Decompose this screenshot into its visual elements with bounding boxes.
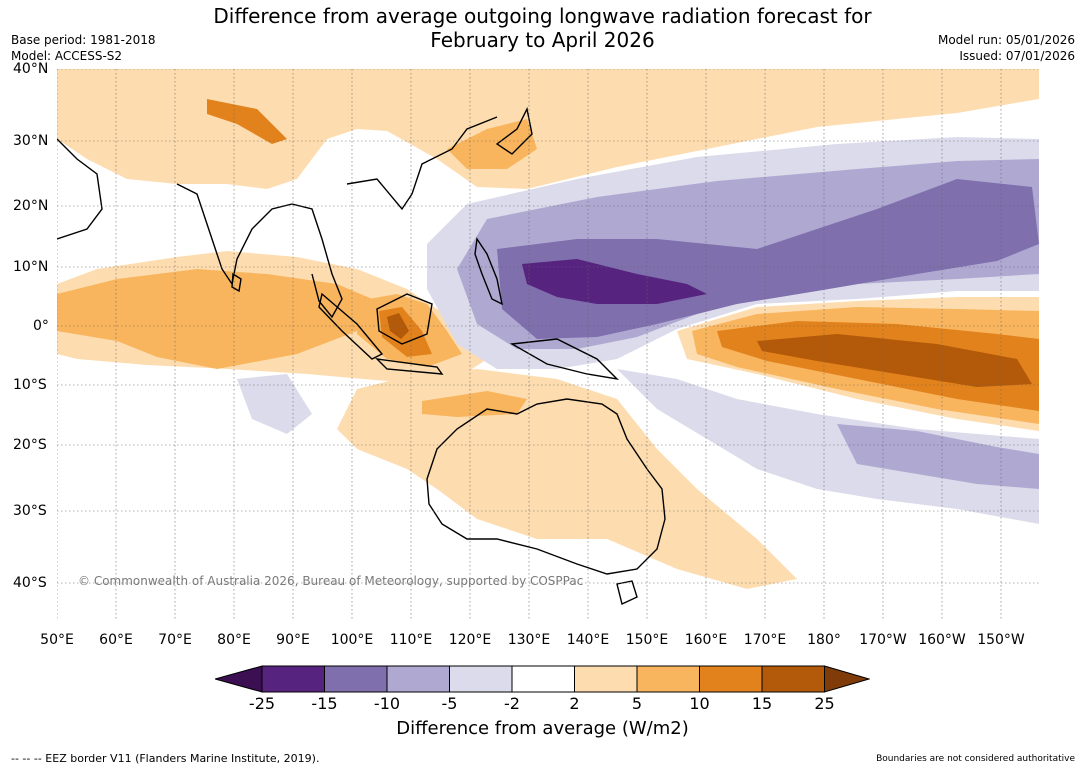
colorbar-tick: 5: [631, 694, 643, 713]
coastlines: [57, 106, 666, 605]
new-guinea-coast: [509, 338, 620, 381]
model-name: Model: ACCESS-S2: [11, 49, 123, 63]
lat-label-10s: 10°S: [13, 377, 47, 393]
lon-label-140e: 140°E: [566, 632, 610, 648]
north-band-light: [57, 69, 1039, 189]
colorbar-tick: 25: [814, 694, 835, 713]
lat-label-40s: 40°S: [13, 575, 47, 591]
colorbar-bin-7: [636, 665, 700, 693]
lat-label-40n: 40°N: [13, 61, 49, 77]
copyright-note: © Commonwealth of Australia 2026, Bureau…: [78, 574, 584, 588]
colorbar-bin-6: [574, 665, 638, 693]
java-coast: [375, 358, 444, 375]
colorbar-tick: -2: [504, 694, 520, 713]
colorbar-tick: 10: [689, 694, 710, 713]
colorbar-bin-9: [761, 665, 825, 693]
model-run: Model run: 05/01/2026: [937, 33, 1075, 47]
positive-anomaly-layer: [57, 69, 1039, 589]
lon-label-80e: 80°E: [217, 632, 251, 648]
lon-label-150w: 150°W: [977, 632, 1025, 648]
sumatra-coast: [318, 292, 384, 360]
colorbar-low-extension: [215, 665, 263, 693]
australia-light: [337, 369, 797, 589]
lon-label-70e: 70°E: [158, 632, 192, 648]
meta-left: Base period: 1981-2018 Model: ACCESS-S2: [11, 32, 156, 64]
lat-label-30s: 30°S: [13, 503, 47, 519]
boundaries-note: Boundaries are not considered authoritat…: [876, 754, 1075, 764]
lon-label-160e: 160°E: [684, 632, 728, 648]
indian-ocean-orange: [57, 269, 377, 369]
china-coast: [346, 116, 498, 211]
sri-lanka-coast: [231, 272, 242, 293]
colorbar-tick: -15: [311, 694, 338, 713]
colorbar-high-extension: [824, 665, 870, 693]
colorbar-label: Difference from average (W/m2): [396, 718, 689, 739]
colorbar-bin-1: [261, 665, 325, 693]
colorbar-bin-8: [699, 665, 763, 693]
lon-label-50e: 50°E: [40, 632, 74, 648]
graticule: [57, 69, 1039, 621]
arabia-coast: [57, 138, 103, 240]
pacific-darkest: [757, 334, 1032, 387]
lat-label-10n: 10°N: [13, 259, 49, 275]
se-asia-coast: [291, 203, 343, 319]
colorbar-tick: 15: [751, 694, 773, 713]
colorbar-tick: 2: [569, 694, 580, 713]
lat-label-0: 0°: [33, 318, 49, 334]
lon-label-100e: 100°E: [330, 632, 374, 648]
tibet-dark: [207, 99, 287, 144]
australia-orange: [422, 391, 527, 417]
colorbar-bin-4: [449, 665, 513, 693]
lon-label-160w: 160°W: [918, 632, 966, 648]
map-title: Difference from average outgoing longwav…: [0, 4, 1085, 52]
lon-label-170w: 170°W: [859, 632, 907, 648]
south-pacific-light: [837, 424, 1039, 489]
lon-label-150e: 150°E: [625, 632, 669, 648]
lon-label-180: 180°: [807, 632, 841, 648]
colorbar-bin-5: [511, 665, 575, 693]
colorbar-tick: -5: [441, 694, 458, 713]
lat-label-30n: 30°N: [13, 133, 49, 149]
eez-legend: -- -- -- EEZ border V11 (Flanders Marine…: [11, 752, 320, 765]
japan-coast: [495, 106, 533, 155]
lon-label-60e: 60°E: [99, 632, 133, 648]
colorbar-bin-3: [386, 665, 450, 693]
negative-anomaly-layer: [237, 137, 1039, 524]
borneo-coast: [376, 293, 433, 345]
colorbar-tick: -10: [373, 694, 401, 713]
lon-label-90e: 90°E: [276, 632, 310, 648]
colorbar: [215, 665, 870, 693]
lat-label-20n: 20°N: [13, 198, 49, 214]
warm-pool-dark: [522, 259, 707, 304]
meta-right: Model run: 05/01/2026 Issued: 07/01/2026: [938, 32, 1075, 64]
colorbar-bin-2: [324, 665, 388, 693]
australia-coast: [426, 398, 666, 575]
issued-date: Issued: 07/01/2026: [959, 49, 1075, 63]
colorbar-tick: -25: [248, 694, 276, 713]
title-line-2: February to April 2026: [430, 28, 655, 52]
lon-label-170e: 170°E: [743, 632, 787, 648]
philippines-coast: [474, 237, 503, 306]
olr-anomaly-map: [57, 69, 1039, 621]
base-period: Base period: 1981-2018: [11, 33, 156, 47]
lon-label-110e: 110°E: [389, 632, 433, 648]
lon-label-120e: 120°E: [448, 632, 492, 648]
lon-label-130e: 130°E: [507, 632, 551, 648]
title-line-1: Difference from average outgoing longwav…: [213, 4, 872, 28]
tasmania-coast: [616, 580, 638, 605]
south-pacific-pale: [617, 369, 1039, 524]
lat-label-20s: 20°S: [13, 437, 47, 453]
